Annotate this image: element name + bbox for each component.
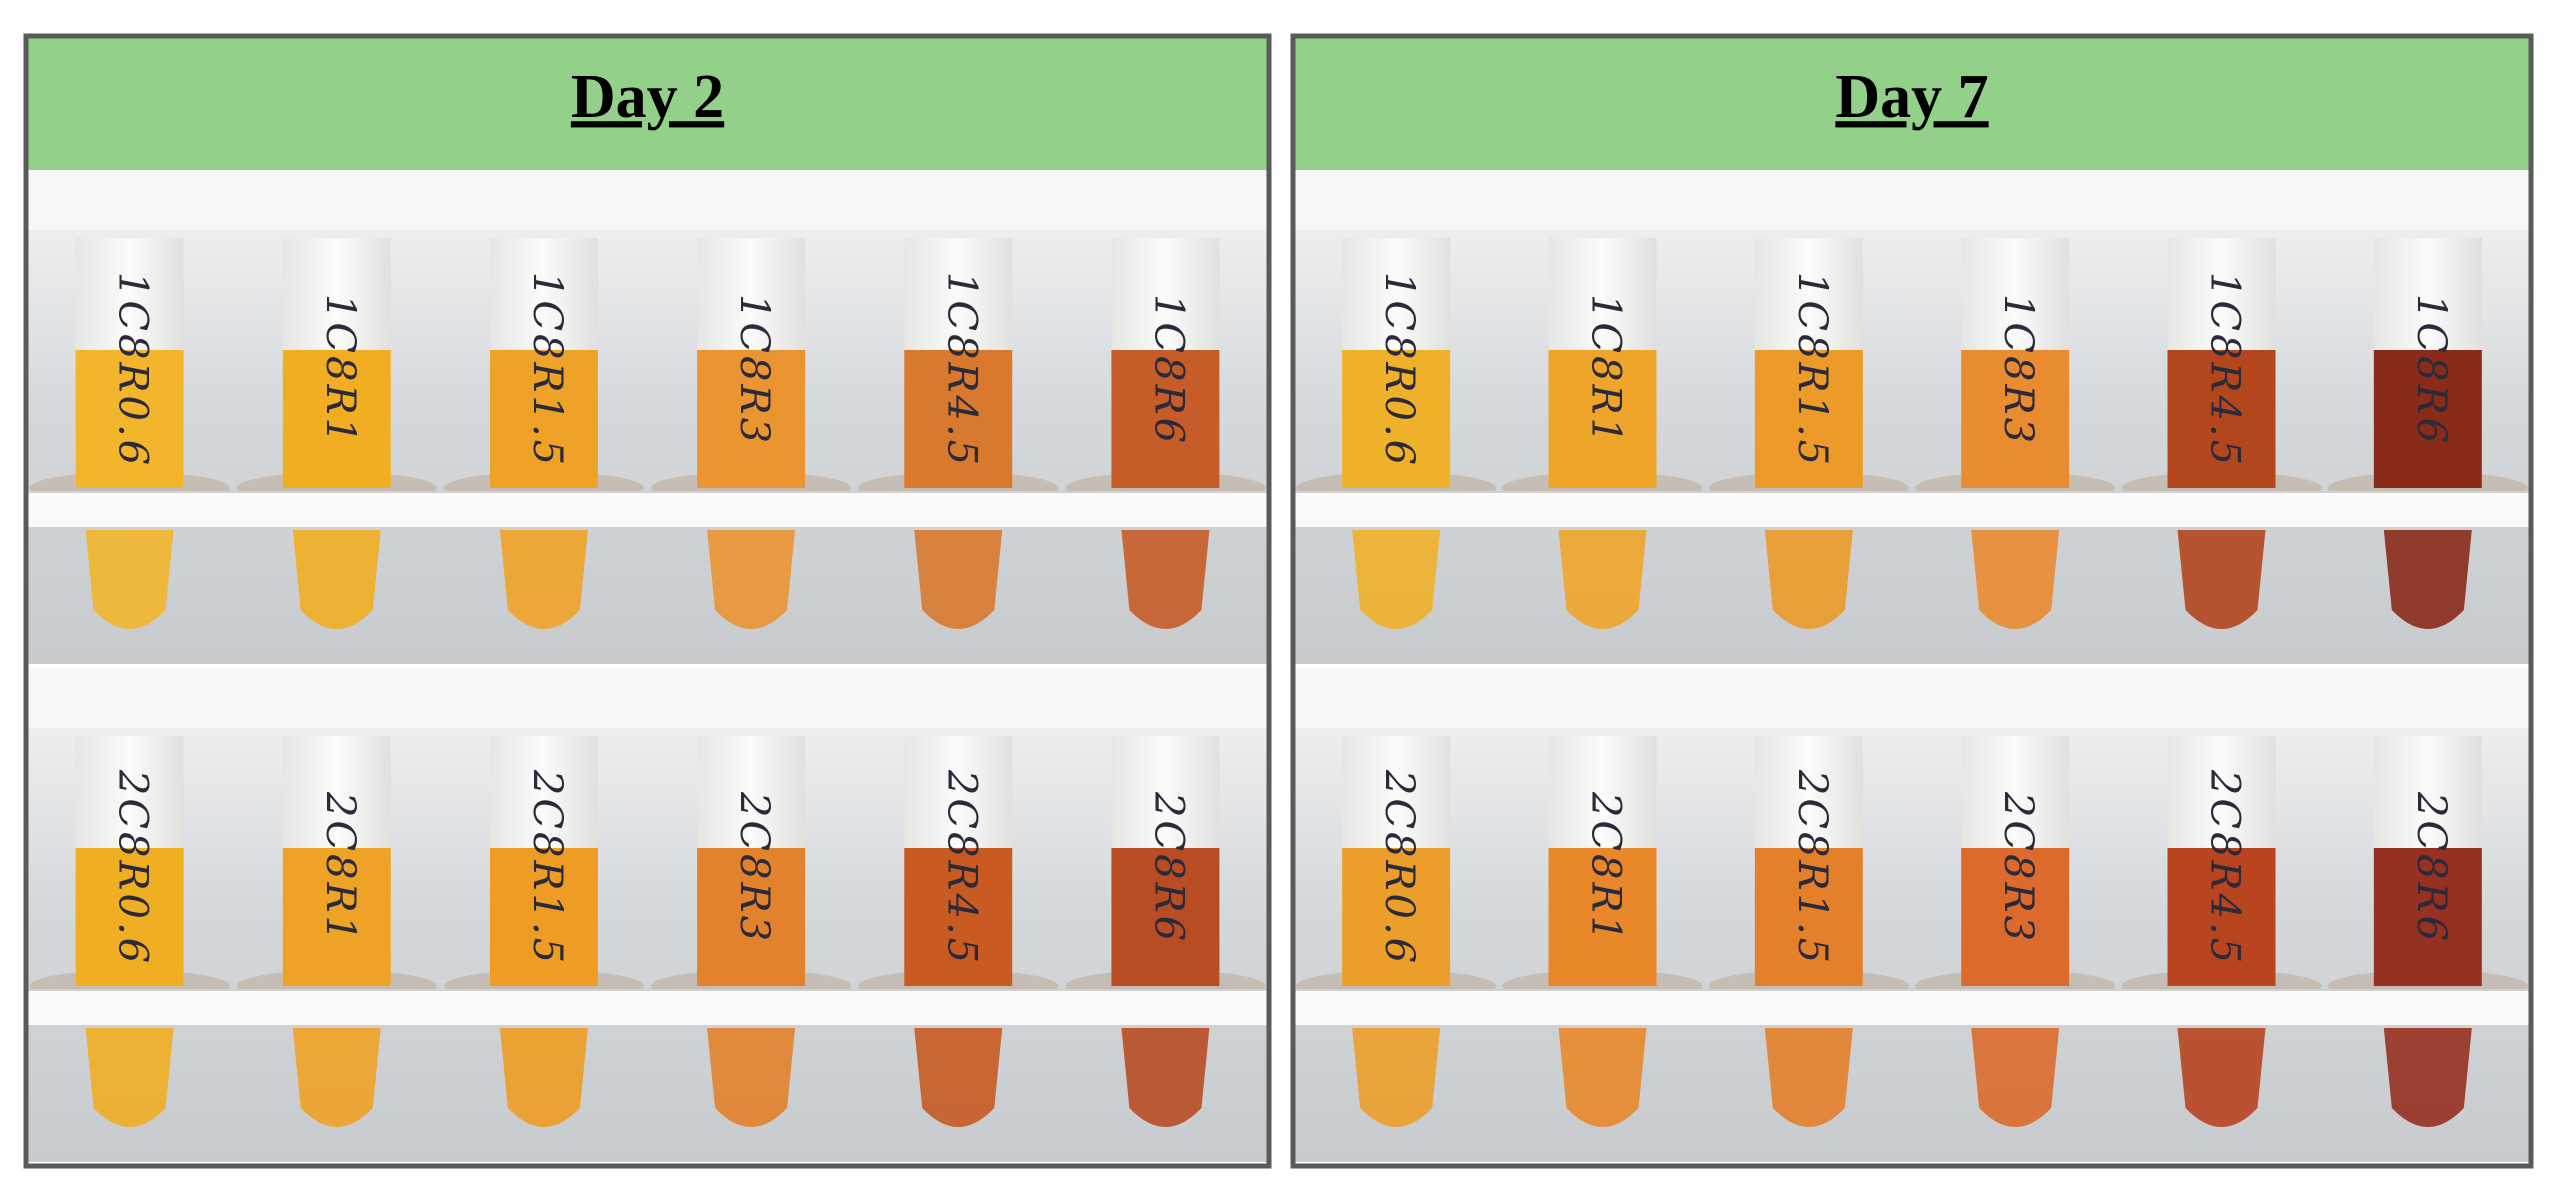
tube-label: 2C8R1.5: [1789, 769, 1835, 966]
tube-liquid: [697, 848, 806, 986]
tube-label: 1C8R0.6: [110, 272, 156, 468]
tube-liquid: [904, 848, 1013, 986]
tube-liquid: [1754, 848, 1863, 986]
tube-liquid: [1961, 350, 2070, 488]
tube-tip: [1764, 1028, 1853, 1127]
tube-label: 2C8R4.5: [938, 769, 984, 966]
tube-liquid: [282, 848, 391, 986]
rack-top: [1293, 170, 2531, 230]
rack-bar: [1292, 491, 2532, 529]
tube-label: 2C8R3: [1995, 791, 2041, 944]
tube-tip: [1558, 1028, 1647, 1127]
panel-border: [1290, 33, 2534, 1169]
panel-header: [26, 36, 1269, 170]
rack-photo: 2C8R0.6 2C8R1 2C8R1.5 2C8R3 2C8R4.5 2C8R6: [25, 668, 1270, 1162]
tube-tip: [1352, 530, 1441, 629]
tube-tip: [85, 530, 174, 629]
tube-tip: [2383, 1028, 2472, 1127]
tube-tip: [914, 530, 1003, 629]
panel-border: [23, 33, 1272, 1169]
tube-label: 2C8R1: [317, 791, 363, 944]
tube-tip: [292, 530, 381, 629]
tube-label: 2C8R1: [1583, 791, 1629, 944]
tube-label: 1C8R4.5: [2202, 272, 2248, 468]
rack-photo: 1C8R0.6 1C8R1 1C8R1.5 1C8R3 1C8R4.5 1C8R6: [25, 170, 1270, 664]
rack-bar: [25, 989, 1270, 1027]
tube-label: 1C8R1.5: [524, 272, 570, 468]
rack-top: [1293, 668, 2531, 728]
photo-background: [26, 668, 1269, 1162]
tube-liquid: [75, 848, 184, 986]
panel-header: [1293, 36, 2531, 170]
rack-top: [26, 668, 1269, 728]
tube-tip: [499, 1028, 588, 1127]
tube-liquid: [75, 350, 184, 488]
tube-label: 1C8R4.5: [938, 272, 984, 468]
tube-label: 2C8R1.5: [524, 769, 570, 966]
tube-label: 2C8R6: [2408, 791, 2454, 944]
tube-tip: [1971, 530, 2060, 629]
tube-liquid: [1111, 848, 1220, 986]
tube-label: 1C8R6: [2408, 294, 2454, 446]
rack-top: [26, 170, 1269, 230]
tube-tip: [1971, 1028, 2060, 1127]
tube-liquid: [1342, 350, 1451, 488]
tube-label: 1C8R1: [317, 294, 363, 446]
rack-photo: 2C8R0.6 2C8R1 2C8R1.5 2C8R3 2C8R4.5 2C8R6: [1292, 668, 2532, 1162]
photo-background: [1293, 170, 2531, 664]
photo-background: [26, 170, 1269, 664]
tube-label: 1C8R3: [731, 294, 777, 446]
rack-bar: [1292, 989, 2532, 1027]
tube-label: 1C8R0.6: [1376, 272, 1422, 468]
tube-label: 2C8R4.5: [2202, 769, 2248, 966]
tube-tip: [1121, 1028, 1210, 1127]
tube-tip: [1121, 530, 1210, 629]
tube-label: 1C8R1.5: [1789, 272, 1835, 468]
tube-label: 2C8R3: [731, 791, 777, 944]
tube-label: 1C8R6: [1145, 294, 1191, 446]
tube-liquid: [904, 350, 1013, 488]
tube-liquid: [2167, 848, 2276, 986]
panel-title: Day 7: [1835, 63, 1988, 131]
tube-tip: [1764, 530, 1853, 629]
tube-liquid: [1548, 350, 1657, 488]
tube-tip: [2177, 1028, 2266, 1127]
tube-liquid: [697, 350, 806, 488]
tube-liquid: [1961, 848, 2070, 986]
tube-tip: [292, 1028, 381, 1127]
panel-title: Day 2: [571, 63, 724, 131]
tube-liquid: [2373, 848, 2482, 986]
tube-tip: [85, 1028, 174, 1127]
tube-liquid: [489, 848, 598, 986]
tube-tip: [499, 530, 588, 629]
tube-liquid: [1548, 848, 1657, 986]
tube-label: 1C8R1: [1583, 294, 1629, 446]
rack-photo: 1C8R0.6 1C8R1 1C8R1.5 1C8R3 1C8R4.5 1C8R6: [1292, 170, 2532, 664]
tube-tip: [914, 1028, 1003, 1127]
tube-label: 2C8R0.6: [1376, 769, 1422, 966]
tube-liquid: [1754, 350, 1863, 488]
tube-tip: [1558, 530, 1647, 629]
tube-liquid: [489, 350, 598, 488]
tube-label: 1C8R3: [1995, 294, 2041, 446]
tube-liquid: [1111, 350, 1220, 488]
tube-tip: [707, 1028, 796, 1127]
tube-label: 2C8R6: [1145, 791, 1191, 944]
tube-liquid: [1342, 848, 1451, 986]
photo-background: [1293, 668, 2531, 1162]
rack-bar: [25, 491, 1270, 529]
tube-liquid: [2373, 350, 2482, 488]
tube-liquid: [282, 350, 391, 488]
tube-liquid: [2167, 350, 2276, 488]
tube-tip: [1352, 1028, 1441, 1127]
tube-label: 2C8R0.6: [110, 769, 156, 966]
tube-tip: [707, 530, 796, 629]
tube-tip: [2177, 530, 2266, 629]
tube-tip: [2383, 530, 2472, 629]
